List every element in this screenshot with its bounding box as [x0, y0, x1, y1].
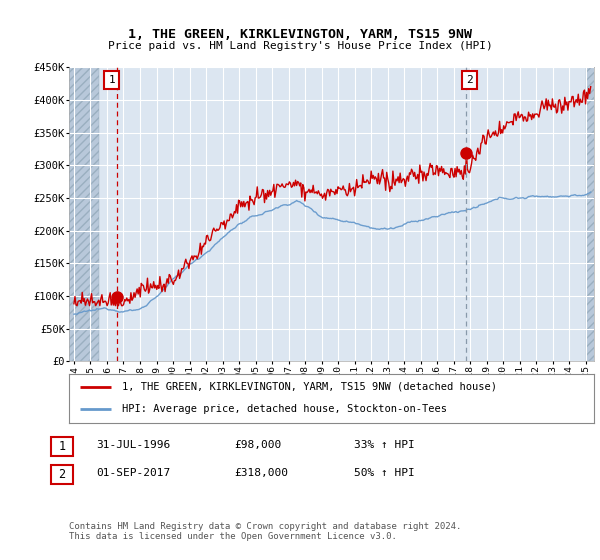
Bar [69, 67, 99, 361]
Bar [69, 67, 99, 361]
Text: 50% ↑ HPI: 50% ↑ HPI [354, 468, 415, 478]
Text: Contains HM Land Registry data © Crown copyright and database right 2024.
This d: Contains HM Land Registry data © Crown c… [69, 522, 461, 542]
Bar [586, 67, 600, 361]
Text: £98,000: £98,000 [234, 440, 281, 450]
Text: 2: 2 [58, 468, 65, 482]
Text: HPI: Average price, detached house, Stockton-on-Tees: HPI: Average price, detached house, Stoc… [121, 404, 446, 414]
Text: 01-SEP-2017: 01-SEP-2017 [96, 468, 170, 478]
Text: 1: 1 [108, 75, 115, 85]
Text: 31-JUL-1996: 31-JUL-1996 [96, 440, 170, 450]
Text: 1: 1 [58, 440, 65, 454]
Text: 33% ↑ HPI: 33% ↑ HPI [354, 440, 415, 450]
Text: 1, THE GREEN, KIRKLEVINGTON, YARM, TS15 9NW: 1, THE GREEN, KIRKLEVINGTON, YARM, TS15 … [128, 28, 472, 41]
Text: £318,000: £318,000 [234, 468, 288, 478]
Text: Price paid vs. HM Land Registry's House Price Index (HPI): Price paid vs. HM Land Registry's House … [107, 41, 493, 51]
Bar [586, 67, 600, 361]
FancyBboxPatch shape [51, 465, 73, 484]
FancyBboxPatch shape [51, 437, 73, 456]
Text: 2: 2 [466, 75, 473, 85]
Text: 1, THE GREEN, KIRKLEVINGTON, YARM, TS15 9NW (detached house): 1, THE GREEN, KIRKLEVINGTON, YARM, TS15 … [121, 382, 497, 392]
